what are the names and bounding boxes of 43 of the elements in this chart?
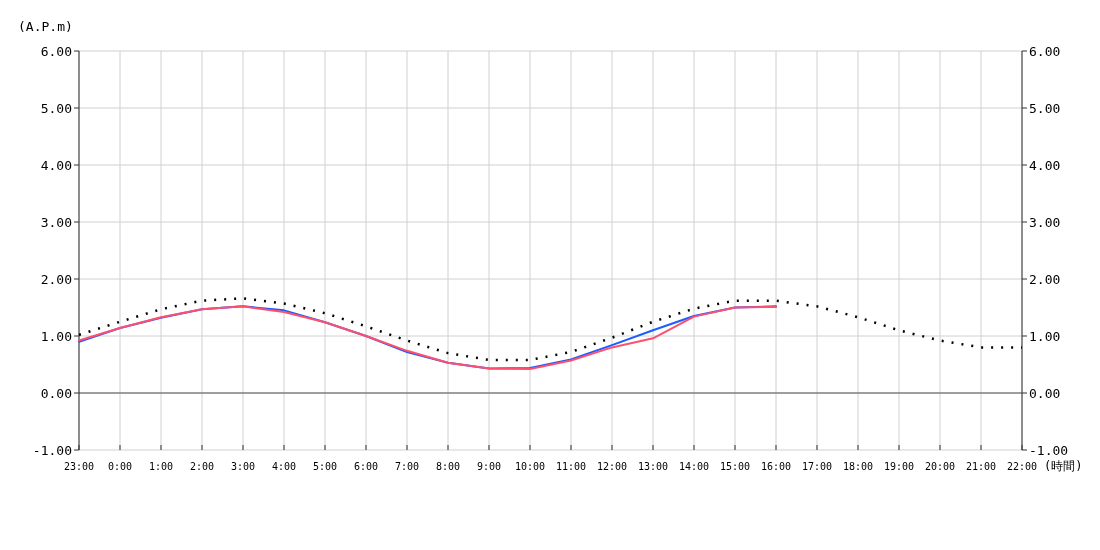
x-tick-label: 8:00 [435, 461, 461, 472]
y2-tick-label: 0.00 [1029, 385, 1061, 401]
y2-tick-label: 2.00 [1029, 271, 1061, 287]
x-tick-label: 16:00 [760, 461, 792, 472]
x-tick-label: 9:00 [476, 461, 502, 472]
y-tick-label: 1.00 [40, 328, 72, 344]
y-tick-label: 6.00 [40, 43, 72, 59]
y-tick-label: 4.00 [40, 157, 72, 173]
y-tick-label: 5.00 [40, 100, 72, 116]
x-tick-label: 3:00 [230, 461, 256, 472]
x-tick-label: 4:00 [271, 461, 297, 472]
x-tick-label: 15:00 [719, 461, 751, 472]
x-tick-label: 7:00 [394, 461, 420, 472]
x-tick-label: 17:00 [801, 461, 833, 472]
x-tick-label: 22:00 [1006, 461, 1038, 472]
y2-tick-label: -1.00 [1029, 442, 1069, 458]
x-tick-label: 2:00 [189, 461, 215, 472]
y2-tick-label: 3.00 [1029, 214, 1061, 230]
y2-tick-label: 6.00 [1029, 43, 1061, 59]
x-tick-label: 10:00 [514, 461, 546, 472]
x-tick-label: 11:00 [555, 461, 587, 472]
y-tick-label: 3.00 [40, 214, 72, 230]
line-series [77, 297, 1024, 362]
y-tick-label: 0.00 [40, 385, 72, 401]
x-tick-label: 1:00 [148, 461, 174, 472]
x-tick-label: 19:00 [883, 461, 915, 472]
x-tick-label: 6:00 [353, 461, 379, 472]
x-tick-label: 20:00 [924, 461, 956, 472]
y2-tick-label: 4.00 [1029, 157, 1061, 173]
y-axis-title: (A.P.m) [18, 19, 73, 34]
x-tick-label: 13:00 [637, 461, 669, 472]
y-tick-label: 2.00 [40, 271, 72, 287]
x-tick-label: 12:00 [596, 461, 628, 472]
x-tick-label: 5:00 [312, 461, 338, 472]
y2-tick-label: 1.00 [1029, 328, 1061, 344]
x-tick-label: 14:00 [678, 461, 710, 472]
x-tick-label: 0:00 [107, 461, 133, 472]
y-tick-label: -1.00 [32, 442, 72, 458]
x-axis-title: (時間) [1044, 459, 1083, 473]
x-tick-label: 18:00 [842, 461, 874, 472]
x-tick-label: 23:00 [63, 461, 95, 472]
y2-tick-label: 5.00 [1029, 100, 1061, 116]
x-tick-label: 21:00 [965, 461, 997, 472]
